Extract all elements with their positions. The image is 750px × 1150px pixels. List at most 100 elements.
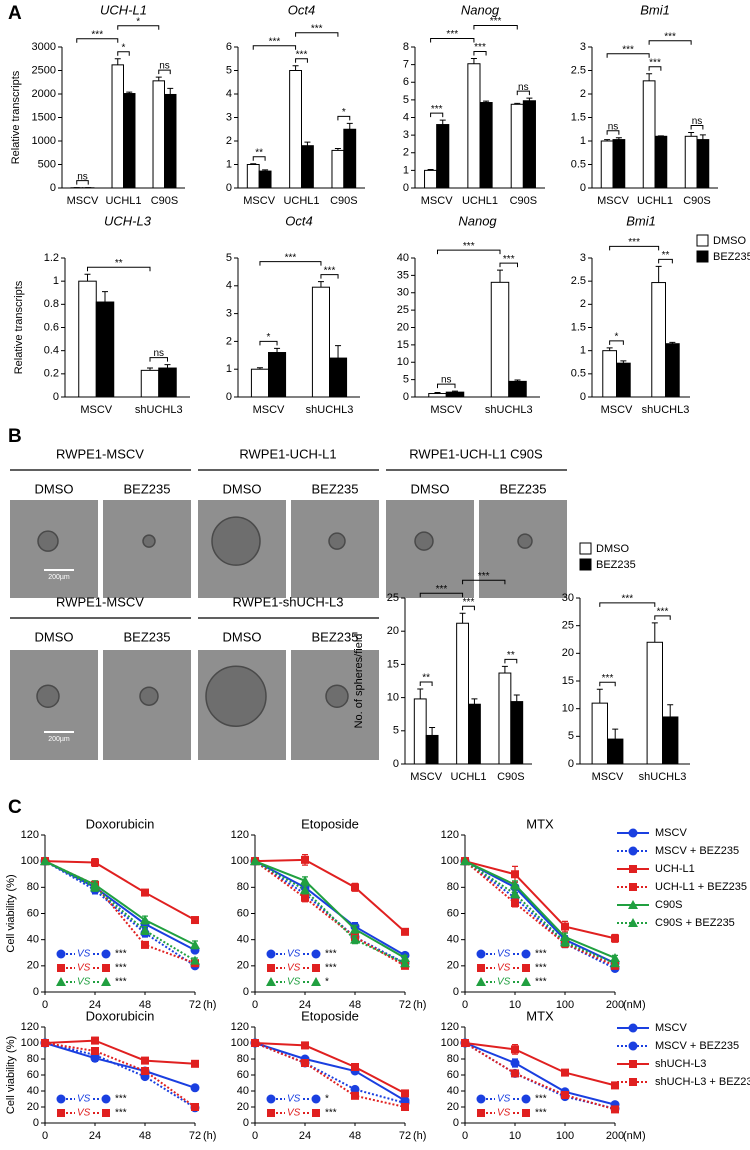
y-tick-label: 5 (393, 725, 399, 737)
comparison-significance: *** (535, 1108, 547, 1119)
marker (191, 1083, 200, 1092)
x-tick-label: MSCV (430, 404, 462, 416)
bar (332, 150, 344, 188)
x-tick-label: 72 (399, 1130, 411, 1142)
y-tick-label: 1000 (32, 135, 56, 147)
y-tick-label: 35 (397, 269, 409, 281)
significance-label: *** (628, 237, 640, 248)
marker (477, 1095, 486, 1104)
y-tick-label: 100 (441, 855, 459, 867)
y-tick-label: 120 (21, 829, 39, 841)
y-tick-label: 0 (243, 1117, 249, 1129)
error-bar (502, 666, 508, 673)
chart-title: UCH-L1 (100, 2, 147, 17)
significance-label: *** (657, 607, 669, 618)
x-tick-label: 0 (462, 999, 468, 1011)
significance-label: *** (602, 673, 614, 684)
y-tick-label: 80 (27, 881, 39, 893)
y-tick-label: 1 (226, 158, 232, 170)
y-tick-label: 100 (21, 855, 39, 867)
y-tick-label: 120 (21, 1021, 39, 1033)
significance-label: ns (159, 61, 170, 72)
y-tick-label: 20 (237, 960, 249, 972)
marker (301, 1059, 309, 1067)
x-unit-label: (nM) (623, 1130, 646, 1142)
y-tick-label: 5 (568, 730, 574, 742)
condition-label: BEZ235 (312, 481, 359, 496)
legend-label: C90S + BEZ235 (655, 917, 735, 929)
significance-label: * (342, 107, 346, 118)
legend-label: C90S (655, 899, 683, 911)
y-tick-label: 2 (403, 147, 409, 159)
y-tick-label: 60 (237, 907, 249, 919)
x-tick-label: 10 (509, 999, 521, 1011)
y-tick-label: 0.5 (571, 158, 586, 170)
marker (267, 1095, 276, 1104)
y-tick-label: 30 (562, 592, 574, 604)
bar (652, 283, 666, 397)
x-tick-label: 24 (299, 1130, 311, 1142)
bar (124, 94, 135, 188)
y-tick-label: 20 (237, 1101, 249, 1113)
error-bar (85, 274, 91, 281)
significance-label: *** (285, 252, 297, 263)
marker (561, 1069, 569, 1077)
bar (312, 287, 329, 397)
bar (153, 81, 164, 188)
chart-title: Oct4 (285, 213, 312, 228)
legend-label: BEZ235 (713, 251, 750, 263)
marker (57, 1109, 65, 1117)
bar (437, 125, 449, 188)
significance-label: *** (621, 594, 633, 605)
marker (522, 950, 531, 959)
y-tick-label: 100 (441, 1037, 459, 1049)
marker (56, 977, 66, 986)
significance-label: *** (490, 16, 502, 27)
marker (102, 964, 110, 972)
sphere (415, 532, 433, 550)
error-bar (304, 142, 310, 146)
comparison-significance: *** (535, 949, 547, 960)
error-bar (597, 689, 603, 703)
y-tick-label: 0.6 (44, 321, 59, 333)
y-tick-label: 10 (562, 703, 574, 715)
x-tick-label: UCHL1 (450, 771, 486, 783)
marker (312, 1109, 320, 1117)
line (45, 861, 195, 950)
marker (510, 880, 520, 889)
marker (267, 950, 276, 959)
y-tick-label: 1 (226, 363, 232, 375)
bar (426, 735, 438, 764)
bar (429, 394, 447, 397)
bar (491, 282, 509, 397)
panel-label: C (8, 797, 22, 818)
y-tick-label: 80 (447, 1053, 459, 1065)
y-tick-label: 25 (397, 304, 409, 316)
chart-title: MTX (526, 816, 554, 831)
legend-label: MSCV (655, 827, 687, 839)
bar (290, 71, 302, 189)
bar (469, 704, 481, 764)
y-tick-label: 4 (226, 280, 232, 292)
error-bar (700, 135, 706, 140)
error-bar (318, 282, 324, 288)
marker (401, 928, 409, 936)
significance-label: ** (662, 250, 670, 261)
bar (468, 64, 480, 188)
comparison-vs: VS (497, 1094, 511, 1105)
y-axis-label: Relative transcripts (10, 70, 22, 164)
bar (666, 344, 680, 397)
marker (312, 1095, 321, 1104)
bar (446, 392, 464, 397)
marker (561, 923, 569, 931)
y-tick-label: 120 (441, 1021, 459, 1033)
marker (511, 870, 519, 878)
x-tick-label: 48 (349, 1130, 361, 1142)
marker (311, 977, 321, 986)
y-tick-label: 100 (231, 1037, 249, 1049)
sphere (140, 687, 158, 705)
error-bar (440, 120, 446, 124)
y-tick-label: 40 (237, 934, 249, 946)
marker (102, 1095, 111, 1104)
significance-label: ns (153, 348, 164, 359)
